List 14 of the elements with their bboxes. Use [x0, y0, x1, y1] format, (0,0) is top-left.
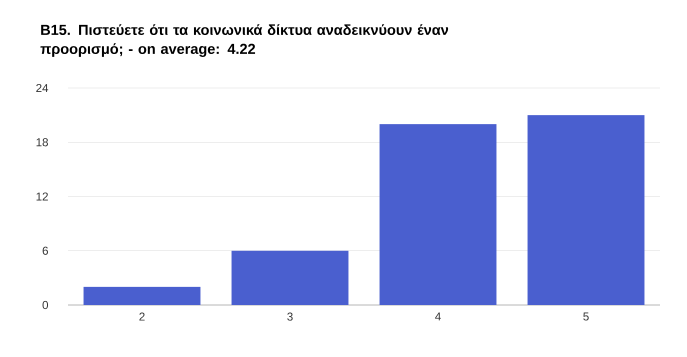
- y-tick-label: 6: [42, 246, 48, 255]
- y-tick-label: 0: [42, 300, 48, 310]
- x-tick-label: 3: [287, 312, 293, 321]
- bar: [528, 115, 644, 305]
- bar: [84, 286, 200, 305]
- y-tick-label: 18: [36, 138, 48, 146]
- bar: [380, 124, 496, 305]
- x-tick-label: 5: [583, 312, 589, 321]
- x-tick-label: 2: [139, 312, 145, 321]
- x-tick-label: 4: [435, 312, 441, 320]
- bar: [232, 250, 348, 305]
- chart-title: B15. Πιστεύετε ότι τα κοινωνικά δίκτυα αναδεικνύουν έναν προορισμό; - on average: 4.22: [40, 24, 448, 57]
- y-tick-label: 24: [36, 84, 48, 92]
- y-tick-label: 12: [36, 192, 48, 201]
